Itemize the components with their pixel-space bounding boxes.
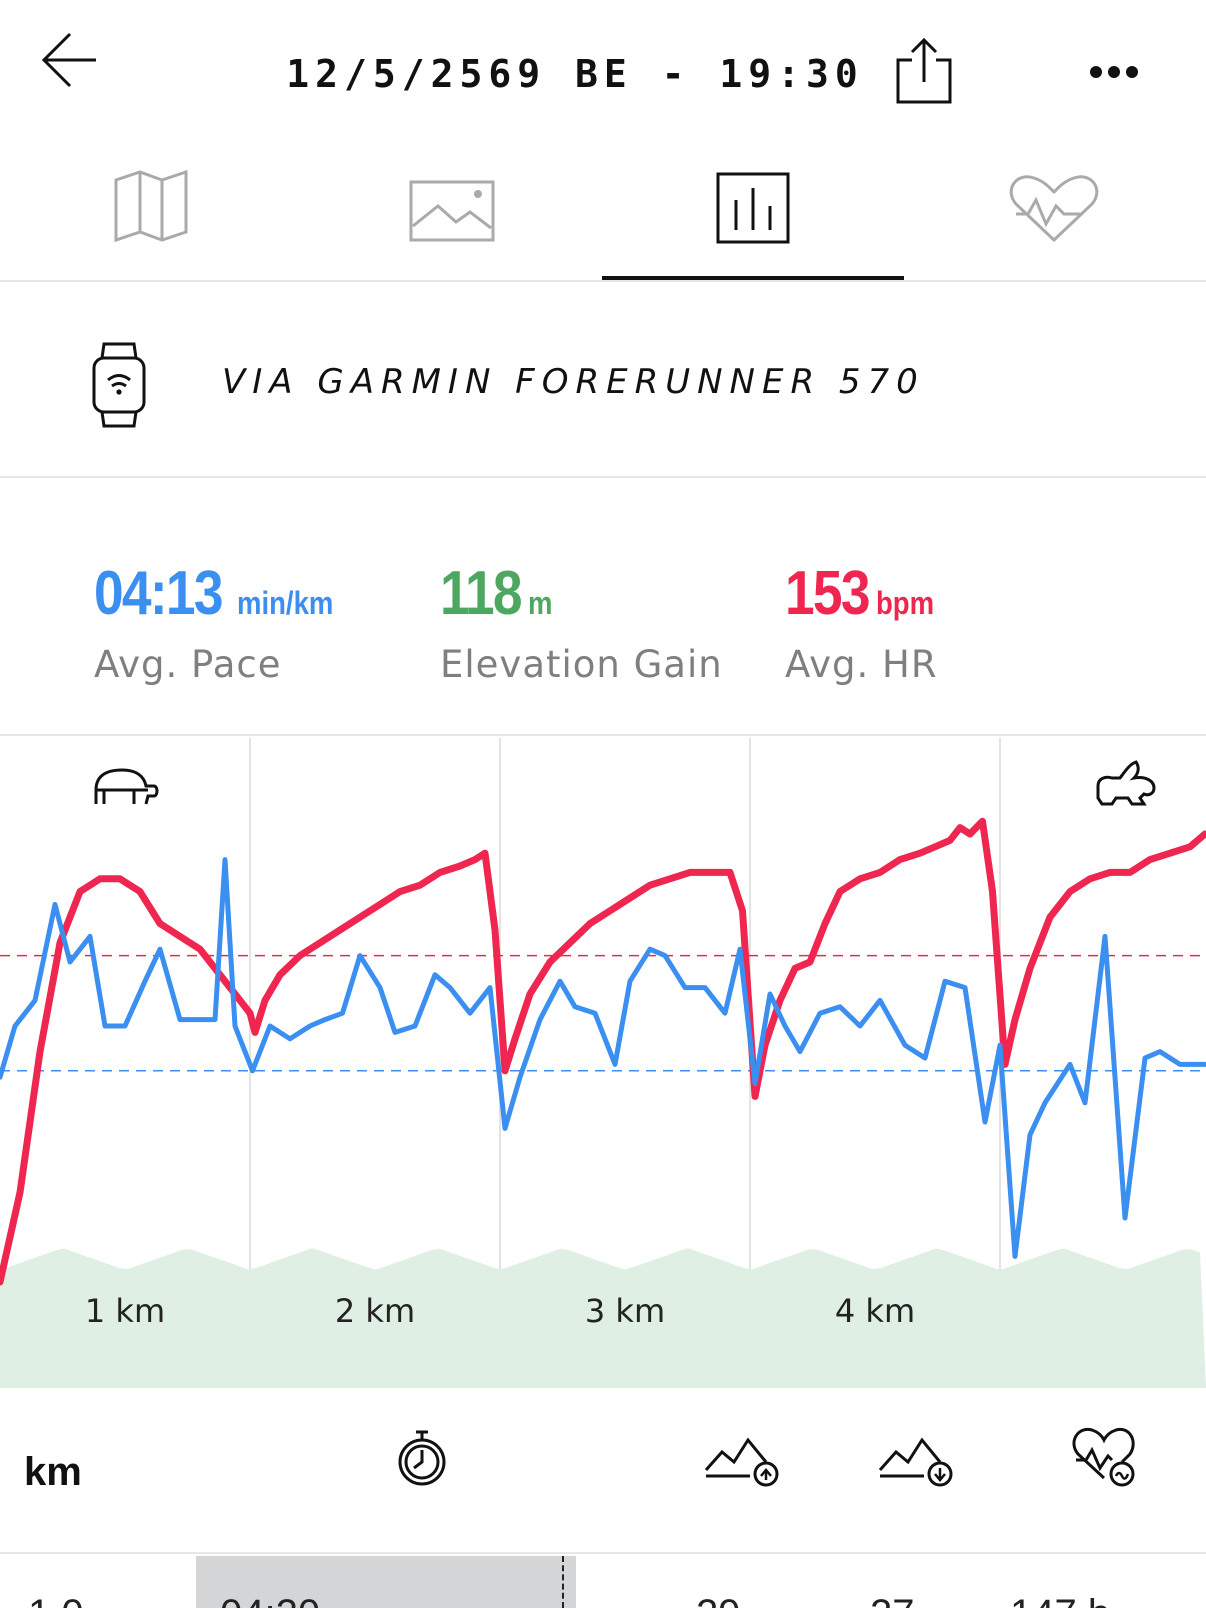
tab-photos[interactable] (300, 160, 600, 280)
split-pace-highlight (196, 1556, 576, 1608)
split-elev-up-value: 29 (696, 1592, 741, 1608)
device-source-row: VIA GARMIN FORERUNNER 570 (0, 282, 1206, 478)
pace-line (0, 857, 1206, 1259)
elevation-gain-unit: m (528, 585, 553, 621)
split-divider (562, 1556, 564, 1608)
heart-rate-line (0, 817, 1206, 1286)
top-bar: 12/5/2569 BE - 19:30 (0, 0, 1206, 150)
splits-first-row[interactable]: 1.0 04:20 29 27 147 b (0, 1556, 1206, 1608)
stopwatch-icon (398, 1430, 446, 1486)
split-pace-value: 04:20 (220, 1592, 320, 1608)
heart-rate-zones-button[interactable] (1070, 1422, 1140, 1497)
elevation-down-button[interactable] (878, 1422, 958, 1497)
more-options-button[interactable] (1080, 52, 1150, 92)
image-icon (409, 180, 495, 242)
km-axis-label: 4 km (835, 1292, 915, 1330)
smartwatch-icon (92, 342, 146, 428)
split-elev-down-value: 27 (870, 1592, 915, 1608)
back-button[interactable] (38, 28, 104, 92)
elevation-gain-value: 118 (440, 559, 523, 628)
avg-pace-value: 04:13 (94, 559, 223, 628)
elevation-up-icon (704, 1437, 779, 1487)
chart-svg: 1 km 2 km 3 km 4 km (0, 738, 1206, 1388)
view-tabs (0, 160, 1206, 282)
split-hr-value: 147 b (1010, 1592, 1110, 1608)
avg-pace-unit: min/km (236, 585, 333, 621)
stat-elevation-gain: 118 m Elevation Gain (440, 558, 723, 686)
device-name: VIA GARMIN FORERUNNER 570 (222, 362, 925, 402)
avg-hr-value: 153 (785, 559, 871, 628)
tab-heart-rate[interactable] (906, 160, 1206, 280)
stat-avg-hr: 153 bpm Avg. HR (785, 558, 944, 686)
split-time-button[interactable] (392, 1422, 452, 1497)
map-icon (114, 169, 188, 243)
share-button[interactable] (890, 36, 960, 106)
avg-hr-unit: bpm (876, 585, 935, 621)
heart-rate-icon (1009, 175, 1099, 243)
activity-date-title: 12/5/2569 BE - 19:30 (286, 52, 864, 96)
elevation-up-button[interactable] (704, 1422, 784, 1497)
avg-pace-label: Avg. Pace (94, 643, 282, 686)
tab-map[interactable] (0, 160, 300, 280)
arrow-left-icon (41, 32, 96, 88)
bar-chart-icon (716, 172, 790, 244)
km-axis-label: 3 km (585, 1292, 665, 1330)
km-axis-label: 2 km (335, 1292, 415, 1330)
metric-selector-bar: km (0, 1388, 1206, 1554)
avg-hr-label: Avg. HR (785, 643, 938, 686)
tab-charts[interactable] (604, 160, 904, 280)
elevation-profile (0, 1248, 1206, 1388)
split-km-value: 1.0 (28, 1592, 84, 1608)
heart-rate-zones-icon (1072, 1427, 1135, 1487)
elevation-gain-label: Elevation Gain (440, 643, 723, 686)
stat-avg-pace: 04:13 min/km Avg. Pace (94, 558, 349, 686)
rabbit-icon (1096, 760, 1156, 806)
summary-stats: 04:13 min/km Avg. Pace 118 m Elevation Gai… (0, 480, 1206, 736)
turtle-icon (94, 768, 159, 805)
split-unit-label[interactable]: km (24, 1450, 82, 1494)
active-tab-indicator (602, 276, 904, 280)
km-axis-label: 1 km (85, 1292, 165, 1330)
more-dots-icon (1090, 66, 1138, 78)
pace-hr-chart[interactable]: 1 km 2 km 3 km 4 km (0, 738, 1206, 1388)
share-icon (896, 37, 952, 104)
elevation-down-icon (878, 1437, 953, 1487)
